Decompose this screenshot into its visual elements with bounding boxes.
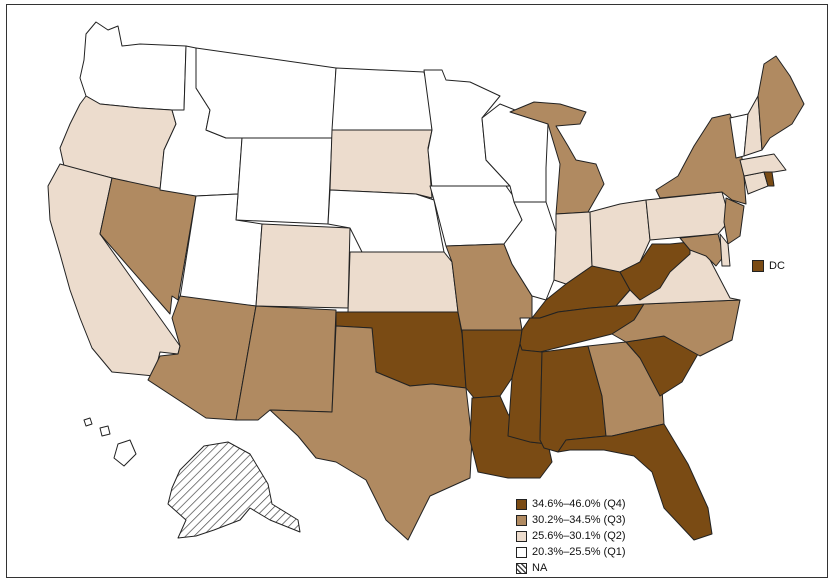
legend-item: 20.3%–25.5% (Q1) bbox=[516, 544, 626, 560]
state-FL bbox=[557, 423, 713, 541]
state-ME bbox=[757, 55, 805, 151]
state-CO bbox=[255, 223, 351, 309]
legend-item: 34.6%–46.0% (Q4) bbox=[516, 496, 626, 512]
legend-item: 30.2%–34.5% (Q3) bbox=[516, 512, 626, 528]
legend-swatch bbox=[516, 498, 527, 510]
state-NC bbox=[611, 299, 741, 357]
legend-item: NA bbox=[516, 560, 626, 576]
state-WA bbox=[79, 21, 187, 111]
state-HI-islet bbox=[83, 417, 93, 427]
legend-label: 34.6%–46.0% (Q4) bbox=[532, 498, 626, 510]
state-CA bbox=[47, 163, 181, 377]
state-MD bbox=[679, 233, 725, 267]
legend-label: 25.6%–30.1% (Q2) bbox=[532, 530, 626, 542]
dc-swatch bbox=[752, 260, 764, 272]
legend-item: 25.6%–30.1% (Q2) bbox=[516, 528, 626, 544]
state-WI bbox=[481, 103, 549, 203]
state-NY bbox=[655, 113, 747, 205]
dc-inset: DC bbox=[752, 260, 785, 272]
state-MT bbox=[195, 47, 337, 139]
state-MI bbox=[509, 101, 605, 215]
legend-swatch bbox=[516, 530, 527, 542]
state-WY bbox=[235, 137, 333, 225]
state-NJ bbox=[723, 197, 745, 245]
state-HI-island bbox=[99, 425, 111, 437]
state-MA bbox=[739, 153, 787, 177]
state-HI bbox=[113, 439, 137, 467]
state-ND bbox=[331, 67, 433, 131]
state-DE bbox=[719, 233, 731, 267]
legend-swatch bbox=[516, 546, 527, 558]
legend-swatch bbox=[516, 562, 527, 574]
dc-label: DC bbox=[769, 260, 785, 272]
state-WV bbox=[619, 241, 691, 301]
state-IL bbox=[503, 201, 557, 301]
state-SD bbox=[329, 129, 433, 199]
state-AK bbox=[167, 441, 301, 539]
legend-label: NA bbox=[532, 562, 548, 574]
legend-swatch bbox=[516, 514, 527, 526]
state-PA bbox=[645, 191, 731, 241]
legend-label: 30.2%–34.5% (Q3) bbox=[532, 514, 626, 526]
state-TX bbox=[269, 325, 473, 541]
legend: 34.6%–46.0% (Q4) 30.2%–34.5% (Q3) 25.6%–… bbox=[516, 496, 626, 576]
legend-label: 20.3%–25.5% (Q1) bbox=[532, 546, 626, 558]
state-IA bbox=[429, 185, 523, 247]
state-KS bbox=[347, 251, 459, 313]
